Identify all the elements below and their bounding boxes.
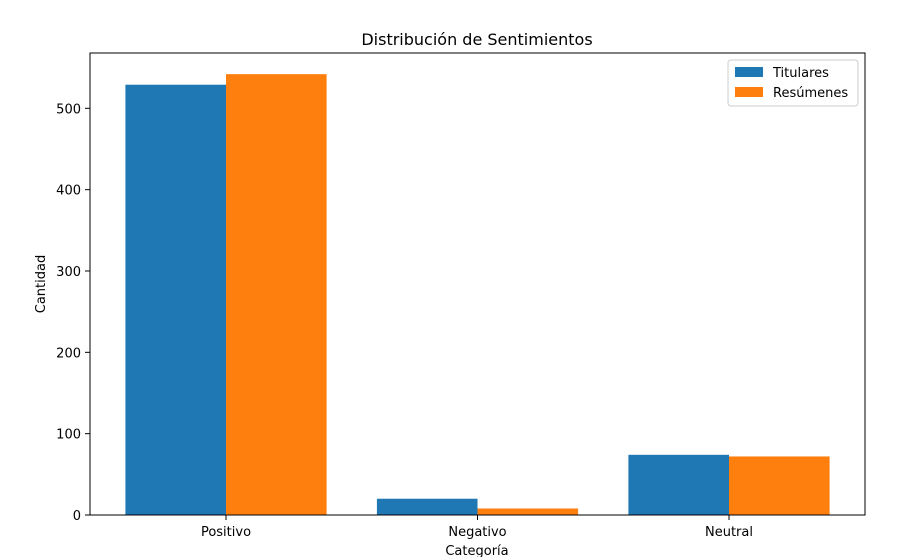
bar-resumenes-neutral (729, 456, 830, 515)
y-axis-label: Cantidad (34, 255, 49, 313)
legend-label-titulares: Titulares (772, 66, 829, 81)
bar-titulares-positivo (125, 84, 226, 515)
y-tick-label-200: 200 (56, 346, 81, 361)
y-tick-label-300: 300 (56, 265, 81, 280)
legend-swatch-titulares (735, 67, 763, 77)
bars-group (125, 74, 830, 515)
y-tick-label-500: 500 (56, 102, 81, 117)
y-tick-label-0: 0 (73, 509, 81, 524)
x-tick-label-neutral: Neutral (705, 525, 753, 540)
x-tick-label-negativo: Negativo (448, 525, 506, 540)
y-tick-label-400: 400 (56, 184, 81, 199)
chart-title: Distribución de Sentimientos (361, 30, 592, 49)
bar-resumenes-negativo (477, 508, 579, 515)
plot-frame (89, 52, 866, 516)
bar-titulares-neutral (628, 454, 729, 515)
legend-swatch-resumenes (735, 87, 763, 97)
x-axis-label: Categoría (445, 544, 508, 557)
y-ticks-group: 0 100 200 300 400 500 (56, 102, 90, 524)
y-tick-label-100: 100 (56, 428, 81, 443)
bar-titulares-negativo (376, 498, 478, 515)
legend-label-resumenes: Resúmenes (773, 86, 848, 101)
legend: Titulares Resúmenes (727, 59, 859, 107)
x-ticks-group: Positivo Negativo Neutral (201, 515, 753, 540)
x-tick-label-positivo: Positivo (201, 525, 251, 540)
bar-resumenes-positivo (226, 74, 327, 515)
